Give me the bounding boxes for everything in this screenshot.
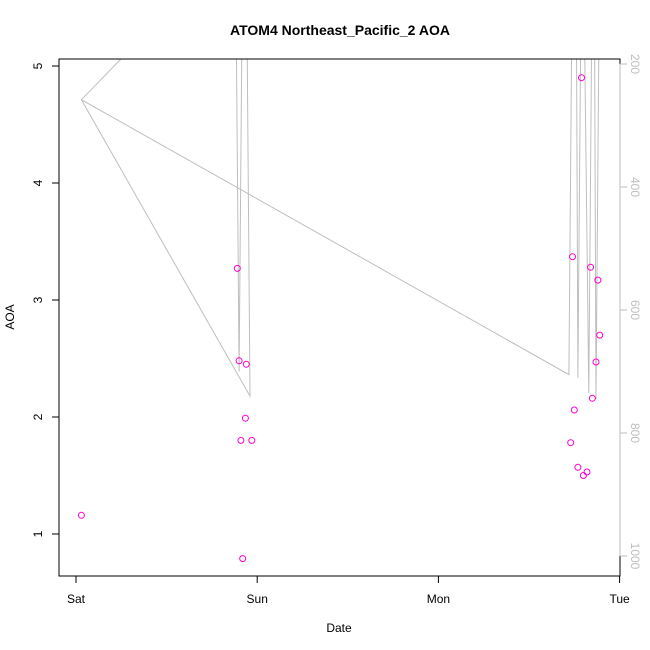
data-point <box>574 463 582 471</box>
data-point <box>242 360 250 368</box>
x-axis: Sat Sun Mon Tue <box>67 575 630 606</box>
x-tick-label: Sat <box>67 592 86 606</box>
data-points-layer <box>77 74 604 563</box>
pressure-trace-line <box>80 59 600 400</box>
data-point <box>237 436 245 444</box>
data-point <box>592 358 600 366</box>
y2-tick-label: 200 <box>628 54 642 74</box>
data-point <box>567 439 575 447</box>
data-point <box>583 468 591 476</box>
data-point <box>578 74 585 82</box>
y-tick-label: 3 <box>31 296 45 303</box>
data-point <box>77 511 85 519</box>
y-tick-label: 4 <box>31 179 45 186</box>
y-axis-left: 1 2 3 4 5 <box>31 62 60 537</box>
data-point <box>588 394 596 402</box>
x-tick-label: Sun <box>247 592 268 606</box>
y-tick-label: 2 <box>31 413 45 420</box>
chart-title: ATOM4 Northeast_Pacific_2 AOA <box>230 22 450 38</box>
data-point <box>594 276 602 284</box>
plot-frame <box>58 58 621 577</box>
data-point <box>587 263 595 271</box>
x-axis-label: Date <box>326 621 352 635</box>
data-point <box>248 436 256 444</box>
y-tick-label: 5 <box>31 62 45 69</box>
data-point <box>241 414 249 422</box>
y2-tick-label: 400 <box>628 177 642 197</box>
data-point <box>569 253 576 261</box>
y2-tick-label: 1000 <box>628 543 642 570</box>
y-axis-right: 200 400 600 800 1000 <box>619 54 642 570</box>
data-point <box>579 472 587 479</box>
y2-tick-label: 600 <box>628 300 642 320</box>
x-tick-label: Mon <box>427 592 450 606</box>
data-point <box>596 331 604 339</box>
data-point <box>239 555 247 563</box>
data-point <box>233 264 241 272</box>
pressure-trace-layer <box>80 59 600 400</box>
x-tick-label: Tue <box>609 592 630 606</box>
y-tick-label: 1 <box>31 530 45 537</box>
data-point <box>570 406 578 414</box>
y-axis-label: AOA <box>3 304 17 329</box>
y2-tick-label: 800 <box>628 423 642 443</box>
data-point <box>235 357 243 365</box>
